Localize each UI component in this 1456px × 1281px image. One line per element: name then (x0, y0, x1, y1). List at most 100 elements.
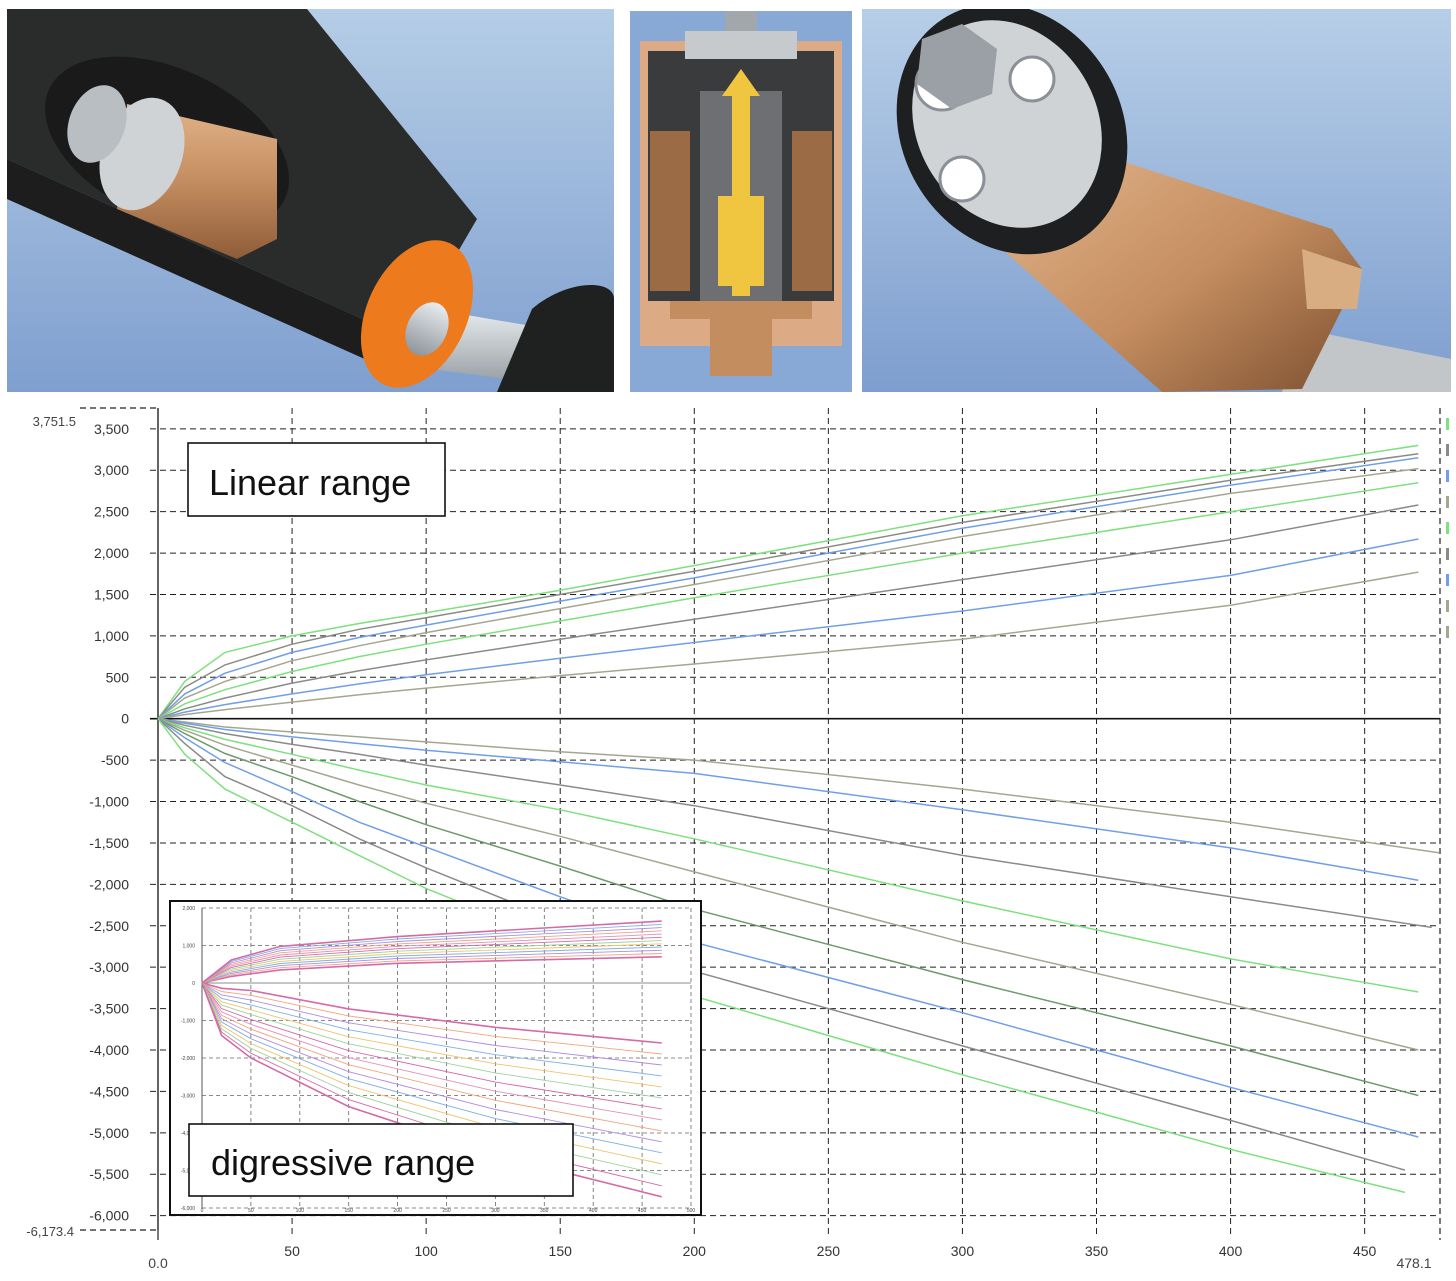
linear-range-box (187, 442, 446, 517)
inset-y-tick-label: -5,000 (181, 1169, 195, 1175)
legend-swatch (1446, 496, 1449, 508)
inset-series-line (201, 953, 662, 984)
series-line (157, 718, 1406, 1171)
series-line (157, 444, 1419, 720)
legend-swatch (1446, 418, 1449, 430)
inset-y-tick-label: 1,000 (182, 944, 195, 950)
inset-series-line (201, 982, 662, 1044)
x-tick-label: 250 (817, 1243, 841, 1259)
y-tick-label: 3,000 (94, 462, 129, 478)
valve-assembly-image (862, 9, 1451, 392)
inset-series-line (201, 982, 662, 1088)
y-tick-label: 3,500 (94, 421, 129, 437)
inset-series-line (201, 930, 662, 984)
series-line (157, 504, 1419, 720)
y-tick-label: -3,500 (89, 1001, 129, 1017)
inset-y-tick-label: -6,000 (181, 1206, 195, 1212)
valve-cross-section-drawing (630, 11, 852, 392)
inset-y-tick-label: -2,000 (181, 1056, 195, 1062)
inset-series-line (201, 946, 662, 984)
valve-assembly-drawing (862, 9, 1451, 392)
valve-cross-section-image (630, 11, 852, 392)
inset-series-line (201, 933, 662, 984)
y-tick-label: 1,000 (94, 628, 129, 644)
y-tick-label: -1,000 (89, 794, 129, 810)
series-line (157, 467, 1419, 720)
inset-x-tick-label: 400 (589, 1208, 598, 1214)
x-tick-label: 300 (951, 1243, 975, 1259)
damper-cutaway-drawing (7, 9, 614, 392)
series-line (157, 452, 1419, 720)
series-line (157, 717, 1419, 881)
inset-x-tick-label: 350 (540, 1208, 549, 1214)
inset-series-line (201, 940, 662, 984)
linear-range-callout: Linear range (187, 442, 446, 517)
inset-x-tick-label: 200 (393, 1208, 402, 1214)
y-tick-label: -6,000 (89, 1208, 129, 1224)
series-line (157, 718, 1419, 1097)
inset-y-tick-label: 0 (192, 981, 195, 987)
x-tick-label: 350 (1085, 1243, 1109, 1259)
y-tick-label: -500 (101, 752, 129, 768)
inset-x-tick-label: 300 (491, 1208, 500, 1214)
series-line (157, 717, 1419, 993)
inset-series-line (201, 982, 662, 1143)
inset-series-line (201, 927, 662, 984)
y-tick-label: -2,000 (89, 876, 129, 892)
series-line (157, 538, 1419, 720)
inset-y-tick-label: -4,000 (181, 1131, 195, 1137)
series-line (157, 571, 1419, 720)
inset-series-line (201, 982, 662, 1055)
inset-series-line (201, 982, 662, 1066)
inset-x-tick-label: 0 (201, 1208, 204, 1214)
series-line (157, 457, 1419, 720)
x-tick-label: 50 (284, 1243, 300, 1259)
inset-x-tick-label: 450 (638, 1208, 647, 1214)
digressive-range-box (188, 1123, 574, 1197)
digressive-range-label: digressive range (211, 1142, 475, 1183)
x-tick-label: 150 (549, 1243, 573, 1259)
series-line (157, 481, 1419, 720)
inset-series-line (201, 920, 662, 984)
inset-series-line (201, 982, 662, 1132)
inset-series-line (201, 956, 662, 984)
series-line (157, 718, 1419, 1051)
y-axis-min-label: -6,173.4 (26, 1224, 74, 1239)
inset-series-line (201, 982, 662, 1121)
y-tick-label: -3,000 (89, 959, 129, 975)
series-line (157, 717, 1432, 929)
y-tick-label: 0 (121, 711, 129, 727)
main-chart: 3,5003,0002,5002,0001,5001,0005000-500-1… (26, 407, 1449, 1271)
legend-swatch (1446, 600, 1449, 612)
inset-series-line (201, 982, 662, 1099)
y-tick-label: -4,500 (89, 1083, 129, 1099)
inset-x-tick-label: 50 (248, 1208, 254, 1214)
y-tick-label: 500 (106, 669, 130, 685)
damper-cutaway-image (7, 9, 614, 392)
y-axis-max-label: 3,751.5 (33, 414, 76, 429)
series-line (157, 717, 1440, 854)
legend-swatch (1446, 548, 1449, 560)
y-tick-label: -5,000 (89, 1125, 129, 1141)
y-tick-label: -4,000 (89, 1042, 129, 1058)
y-tick-label: 2,500 (94, 504, 129, 520)
x-tick-label: 100 (414, 1243, 438, 1259)
inset-y-tick-label: 2,000 (182, 906, 195, 912)
legend-swatch (1446, 444, 1449, 456)
legend-swatch (1446, 626, 1449, 638)
inset-series-line (201, 943, 662, 984)
inset-x-tick-label: 100 (296, 1208, 305, 1214)
chart-legend-marks (1446, 418, 1449, 638)
x-tick-label: 400 (1219, 1243, 1243, 1259)
inset-y-tick-label: -3,000 (181, 1094, 195, 1100)
legend-swatch (1446, 522, 1449, 534)
inset-x-tick-label: 500 (687, 1208, 696, 1214)
inset-series-line (201, 936, 662, 984)
y-tick-label: -1,500 (89, 835, 129, 851)
y-tick-label: 2,000 (94, 545, 129, 561)
inset-y-tick-label: -1,000 (181, 1019, 195, 1025)
x-tick-label: 450 (1353, 1243, 1377, 1259)
inset-x-tick-label: 250 (442, 1208, 451, 1214)
chart-series (157, 444, 1440, 1194)
digressive-inset-chart: 2,000 1,000 0 -1,000 -2,000 -3,000 -4,000 -5,00… (169, 900, 702, 1216)
